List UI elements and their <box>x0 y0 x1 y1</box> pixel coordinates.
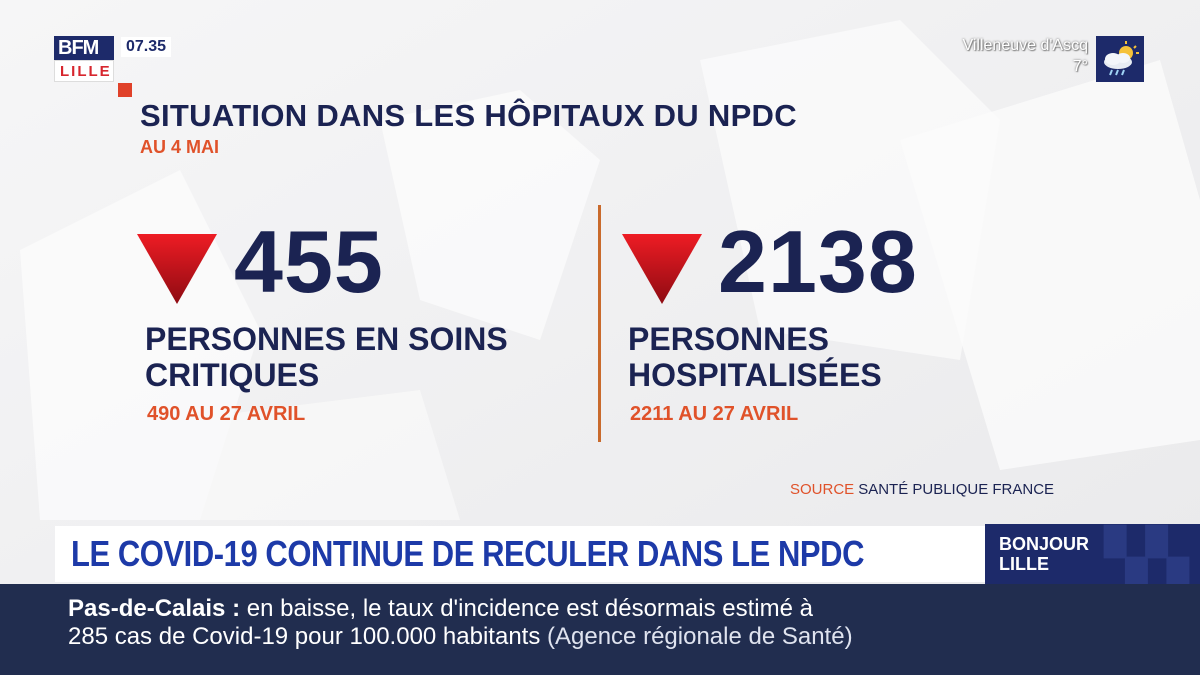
stat-divider <box>598 205 601 442</box>
graphic-date: AU 4 MAI <box>140 137 220 157</box>
source-credit: SOURCE SANTÉ PUBLIQUE FRANCE <box>790 481 1054 498</box>
stat-label-line1: PERSONNES EN SOINS <box>145 321 508 357</box>
show-name-line1: BONJOUR <box>999 534 1090 554</box>
logo-lille: LILLE <box>54 60 114 82</box>
channel-logo: BFM LILLE <box>54 36 114 82</box>
show-name: BONJOUR LILLE <box>999 534 1119 574</box>
ticker-text-1: en baisse, le taux d'incidence est désor… <box>246 595 813 622</box>
graphic-title: SITUATION DANS LES HÔPITAUX DU NPDC <box>140 98 797 133</box>
weather-temperature: 7° <box>1072 58 1088 75</box>
logo-bfm: BFM <box>54 36 114 60</box>
show-badge: ▚▚ BONJOUR LILLE <box>985 524 1200 584</box>
show-name-line2: LILLE <box>999 554 1049 574</box>
stat-previous: 2211 AU 27 AVRIL <box>630 403 799 425</box>
show-badge-decoration: ▚▚ <box>1105 528 1189 584</box>
down-arrow-icon <box>622 234 702 304</box>
stat-value: 2138 <box>718 212 918 311</box>
headline-text: LE COVID-19 CONTINUE DE RECULER DANS LE … <box>71 533 865 574</box>
down-arrow-icon <box>137 234 217 304</box>
source-value: SANTÉ PUBLIQUE FRANCE <box>858 481 1055 498</box>
stat-previous: 490 AU 27 AVRIL <box>147 403 306 425</box>
headline-bar: LE COVID-19 CONTINUE DE RECULER DANS LE … <box>55 526 985 582</box>
stat-value: 455 <box>234 212 384 311</box>
ticker-region: Pas-de-Calais : <box>68 595 241 622</box>
stat-label-line2: CRITIQUES <box>145 357 320 393</box>
ticker-line-1: Pas-de-Calais : en baisse, le taux d'inc… <box>68 594 813 624</box>
news-ticker: Pas-de-Calais : en baisse, le taux d'inc… <box>0 584 1200 675</box>
ticker-text-2: 285 cas de Covid-19 pour 100.000 habitan… <box>68 623 541 650</box>
ticker-line-2: 285 cas de Covid-19 pour 100.000 habitan… <box>68 622 853 652</box>
accent-square <box>118 83 132 97</box>
clock: 07.35 <box>121 37 172 57</box>
stat-label-line2: HOSPITALISÉES <box>628 357 882 393</box>
ticker-source: (Agence régionale de Santé) <box>547 623 853 650</box>
source-label: SOURCE <box>790 481 855 498</box>
cloud-sun-rain-icon <box>1096 36 1144 82</box>
weather-city: Villeneuve d'Ascq <box>962 37 1088 54</box>
stat-label-line1: PERSONNES <box>628 321 829 357</box>
